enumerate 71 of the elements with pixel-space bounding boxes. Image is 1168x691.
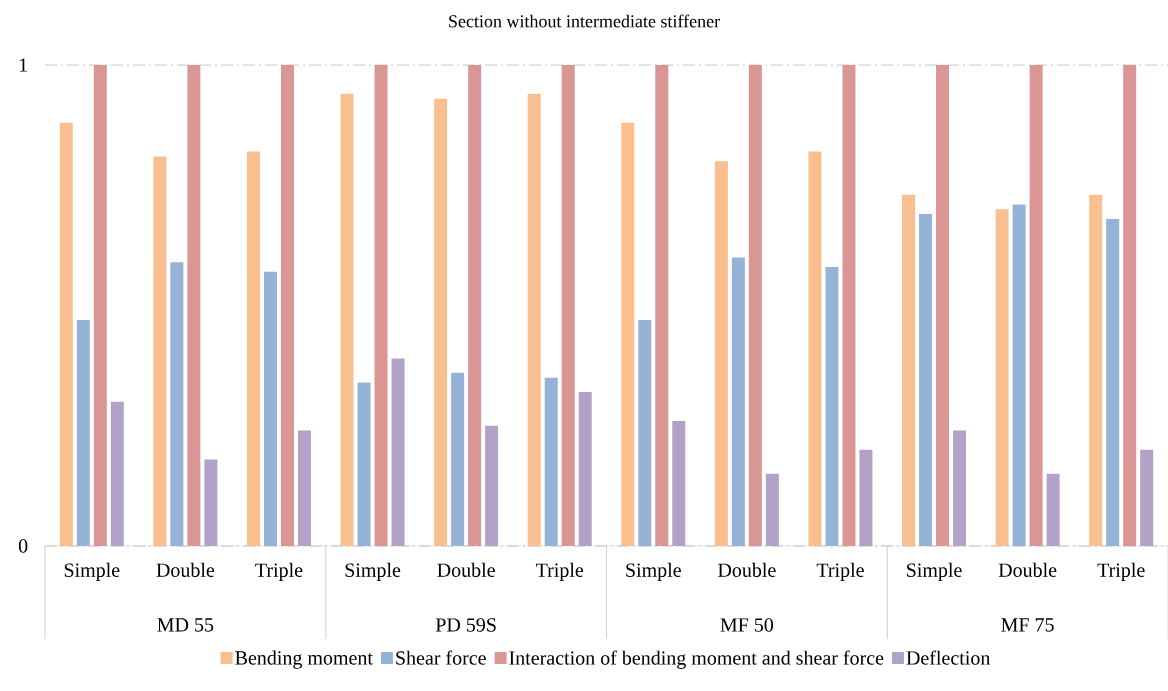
x-tick-label: Double	[718, 562, 776, 577]
bar	[655, 65, 669, 546]
x-tick-label: Triple	[1097, 562, 1145, 581]
bar	[280, 65, 294, 546]
bar	[544, 377, 558, 546]
bar	[93, 65, 107, 546]
x-tick-label: Double	[437, 562, 495, 577]
bar	[808, 151, 822, 546]
bar	[1123, 65, 1137, 546]
bar	[170, 262, 184, 546]
bar	[672, 420, 686, 546]
bar	[714, 161, 728, 546]
x-tick-label: Simple	[345, 562, 401, 581]
x-tick-label: Double	[156, 562, 215, 577]
bar	[110, 401, 124, 546]
bar	[340, 93, 354, 546]
bar	[451, 372, 465, 546]
chart-title: Section without intermediate stiffener	[449, 14, 720, 28]
bar	[1012, 204, 1026, 546]
text: MD 55	[157, 618, 214, 632]
bar	[485, 425, 499, 546]
bar	[825, 267, 839, 546]
bar	[391, 358, 405, 546]
bar	[357, 382, 371, 546]
bar	[1140, 449, 1154, 546]
x-tick-label: Triple	[816, 562, 864, 581]
bar	[561, 65, 575, 546]
bar	[842, 65, 856, 546]
bar	[297, 430, 311, 546]
x-tick-label: Triple	[255, 562, 303, 581]
bar	[263, 271, 277, 546]
bar	[731, 257, 745, 546]
bar	[59, 122, 73, 546]
x-tick-label: Simple	[64, 562, 120, 581]
x-tick-label: Triple	[535, 562, 584, 581]
bar	[204, 459, 218, 546]
text: PD 59S	[435, 618, 496, 632]
bar	[468, 65, 482, 546]
bar	[748, 65, 762, 546]
bar	[765, 473, 779, 546]
x-tick-label: Simple	[907, 562, 962, 581]
bar	[1089, 194, 1103, 546]
bar	[995, 209, 1009, 546]
bar	[246, 151, 260, 546]
x-tick-label: Simple	[626, 562, 681, 581]
x-tick-label: Double	[998, 562, 1057, 577]
bar	[578, 392, 592, 546]
bar	[1029, 65, 1043, 546]
bar	[902, 194, 916, 546]
y-tick-label: 0	[18, 539, 28, 553]
bar	[859, 449, 873, 546]
bar	[621, 122, 635, 546]
bar	[936, 65, 950, 546]
bar	[527, 93, 541, 546]
text: MF 50	[720, 618, 774, 632]
bar	[1106, 218, 1120, 546]
bar	[374, 65, 388, 546]
bar	[76, 319, 90, 546]
bar	[1046, 473, 1060, 546]
legend-label: Bending moment	[235, 650, 373, 669]
bar	[638, 319, 652, 546]
legend-label: Shear force	[396, 650, 486, 665]
y-tick-label: 1	[19, 58, 27, 72]
bar	[953, 430, 967, 546]
text: MF 75	[1001, 618, 1054, 632]
bar	[153, 156, 167, 546]
bar	[434, 98, 448, 546]
bar	[919, 214, 933, 546]
legend-label: Deflection	[906, 650, 991, 665]
bar	[187, 65, 201, 546]
legend-label: Interaction of bending moment and shear force	[509, 650, 884, 669]
